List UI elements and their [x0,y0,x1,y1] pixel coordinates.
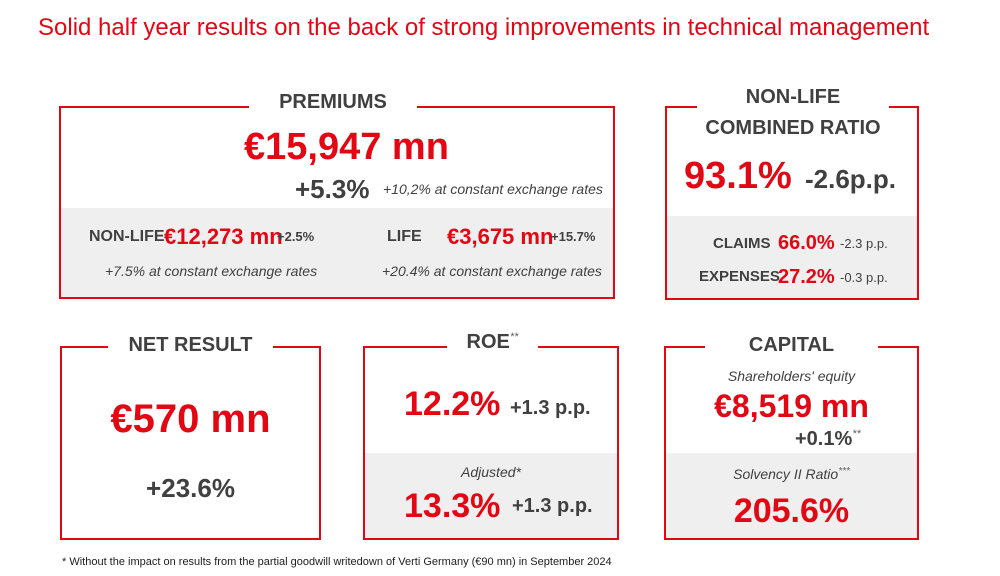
expenses-value: 27.2% [778,266,835,288]
nonlife-premiums-growth: +2.5% [277,229,315,244]
premiums-heading: PREMIUMS [279,91,387,113]
roe-change: +1.3 p.p. [510,397,591,419]
roe-adjusted-panel [365,453,617,538]
capital-heading: CAPITAL [748,334,835,356]
combined-ratio-value: 93.1% [684,155,792,197]
net-result-growth: +23.6% [146,473,235,503]
premiums-breakdown-panel [61,208,613,297]
premiums-total: €15,947 mn [244,126,449,168]
life-premiums-value: €3,675 mn [447,224,554,249]
capital-solvency-panel [666,453,917,538]
claims-change: -2.3 p.p. [840,236,888,251]
solvency-footnote-mark: *** [838,466,850,477]
equity-growth-text: +0.1% [795,428,853,450]
nonlife-label: NON-LIFE [89,228,165,245]
equity-growth: +0.1%** [795,428,861,451]
roe-heading: ROE** [447,331,538,354]
claims-label: CLAIMS [713,235,771,252]
expenses-label: EXPENSES [699,268,780,285]
equity-value: €8,519 mn [714,388,869,424]
footnote: * Without the impact on results from the… [62,556,612,568]
life-label: LIFE [387,228,422,245]
life-premiums-growth: +15.7% [551,229,596,244]
combined-ratio-heading-line2: COMBINED RATIO [705,117,881,139]
premiums-growth: +5.3% [295,174,370,204]
roe-adjusted-change: +1.3 p.p. [512,495,593,517]
equity-label: Shareholders' equity [727,368,856,384]
roe-heading-text: ROE [466,331,510,353]
claims-value: 66.0% [778,232,835,254]
solvency-label: Solvency II Ratio*** [664,466,919,482]
net-result-value: €570 mn [110,397,271,441]
solvency-value: 205.6% [733,492,850,530]
roe-value: 12.2% [404,385,501,423]
nonlife-premiums-value: €12,273 mn [164,224,283,249]
solvency-label-text: Solvency II Ratio [733,466,839,482]
net-result-heading: NET RESULT [128,334,253,356]
equity-footnote-mark: ** [852,428,861,440]
nonlife-premiums-note: +7.5% at constant exchange rates [105,263,318,279]
roe-adjusted-label: Adjusted* [461,464,521,480]
page-title: Solid half year results on the back of s… [38,14,930,41]
combined-ratio-heading: NON-LIFE COMBINED RATIO [697,82,889,144]
combined-ratio-heading-line1: NON-LIFE [745,86,841,108]
combined-ratio-breakdown-panel [667,216,917,298]
combined-ratio-change: -2.6p.p. [805,164,897,194]
expenses-change: -0.3 p.p. [840,270,888,285]
premiums-growth-note: +10,2% at constant exchange rates [383,181,603,197]
life-premiums-note: +20.4% at constant exchange rates [382,263,602,279]
roe-footnote-mark: ** [509,331,519,343]
roe-adjusted-value: 13.3% [404,487,501,525]
